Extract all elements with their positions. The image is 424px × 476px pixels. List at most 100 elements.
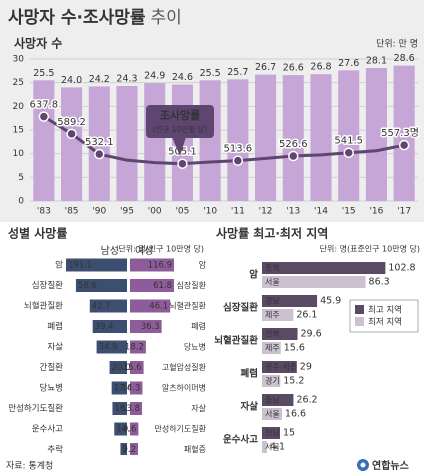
female-category: 암 <box>199 260 207 270</box>
region-value: 86.3 <box>369 277 390 288</box>
male-value: 191.1 <box>68 261 92 271</box>
bar-value-label: 26.7 <box>255 62 276 73</box>
rate-dot <box>343 147 354 158</box>
region-value: 15.6 <box>284 343 305 354</box>
male-category: 뇌혈관질환 <box>24 301 63 312</box>
callout-box <box>146 105 214 138</box>
rate-dot <box>288 150 299 162</box>
bar-value-label: 28.6 <box>394 53 415 64</box>
group-label: 폐렴 <box>241 368 258 380</box>
bar <box>199 80 221 201</box>
region-bar <box>262 441 267 453</box>
rate-dot <box>398 139 410 151</box>
bar <box>282 75 304 201</box>
x-tick-label: '85 <box>65 207 79 217</box>
rate-dot <box>66 128 77 140</box>
male-value: 17.6 <box>114 384 133 394</box>
y-tick-label: 25 <box>13 78 24 88</box>
female-bar <box>130 381 143 395</box>
chart-subtitle: 성별 사망률 <box>8 226 67 241</box>
male-value: 39.4 <box>95 322 114 332</box>
region-value: 26.2 <box>296 395 317 406</box>
female-value: 9.6 <box>123 425 137 435</box>
region-value: 16.6 <box>285 409 306 420</box>
region-bar <box>262 328 298 340</box>
male-value: 7.5 <box>122 445 136 455</box>
x-tick-label: '05 <box>175 207 189 217</box>
male-category: 간질환 <box>40 362 64 373</box>
rate-dot <box>177 158 188 169</box>
title-main: 사망자 수·조사망률 <box>8 8 146 28</box>
female-category: 자살 <box>191 404 206 413</box>
female-value: 36.3 <box>141 322 160 332</box>
female-value: 18.2 <box>125 343 144 353</box>
region-name: 충남 <box>265 396 280 405</box>
x-tick-label: '95 <box>120 207 134 217</box>
male-value: 20.0 <box>112 363 131 373</box>
chart-subtitle: 사망률 최고·최저 지역 <box>216 226 328 241</box>
male-bar <box>114 422 127 436</box>
female-category: 뇌혈관질환 <box>169 301 206 311</box>
male-category: 당뇨병 <box>40 383 63 394</box>
bar-value-label: 25.7 <box>227 67 248 78</box>
x-tick-label: '90 <box>92 207 106 217</box>
region-value: 29 <box>300 362 312 373</box>
region-value: 15 <box>283 428 295 439</box>
rate-label: 589.2 <box>57 117 86 128</box>
bar-value-label: 27.6 <box>338 58 359 69</box>
bar <box>61 87 83 201</box>
x-tick-label: '12 <box>259 207 273 217</box>
group-label: 심장질환 <box>223 302 258 314</box>
x-tick-label: '10 <box>203 207 217 217</box>
y-tick-label: 0 <box>18 197 24 207</box>
callout-note: (인구 10만명 당) <box>153 124 208 134</box>
bar-value-label: 28.1 <box>366 55 387 66</box>
region-bar <box>262 408 282 420</box>
bar <box>310 74 332 201</box>
bar-value-label: 25.5 <box>33 68 54 79</box>
x-tick-label: '17 <box>397 207 411 217</box>
female-bar <box>130 258 174 272</box>
callout-pointer <box>172 137 186 156</box>
bar-value-label: 26.8 <box>310 62 331 73</box>
female-category: 당뇨병 <box>184 342 206 352</box>
male-category: 자살 <box>47 343 63 353</box>
bar-value-label: 24.9 <box>144 71 165 82</box>
group-label: 운수사고 <box>223 434 258 446</box>
male-category: 운수사고 <box>32 425 63 435</box>
bar-value-label: 24.0 <box>61 75 82 86</box>
male-category: 폐렴 <box>47 321 63 332</box>
rate-label: 557.3명 <box>381 127 419 139</box>
y-tick-label: 15 <box>13 126 24 136</box>
male-bar <box>66 258 127 272</box>
rate-label: 541.5 <box>334 136 363 147</box>
female-bar <box>130 422 139 436</box>
female-bar <box>130 361 144 374</box>
region-name: 제주 <box>265 344 280 353</box>
legend-swatch <box>355 305 364 314</box>
male-bar <box>120 443 127 455</box>
female-category: 패혈증 <box>184 444 206 454</box>
female-category: 폐렴 <box>191 321 206 331</box>
region-value: 102.8 <box>388 263 415 274</box>
bar <box>144 83 166 201</box>
group-label: 자살 <box>241 401 259 413</box>
rate-label: 526.6 <box>279 139 308 150</box>
title-light: 추이 <box>151 8 182 28</box>
region-name: 전북 <box>265 329 280 339</box>
female-bar <box>130 320 162 333</box>
x-tick-label: '13 <box>286 207 300 217</box>
female-value: 13.8 <box>121 404 140 414</box>
rate-dot <box>38 111 50 122</box>
rate-label: 513.6 <box>224 144 253 155</box>
female-category: 알츠하이머병 <box>162 383 206 393</box>
bar <box>255 74 277 201</box>
female-value: 14.3 <box>122 384 141 394</box>
legend-swatch <box>355 317 364 326</box>
y-tick-label: 20 <box>13 102 25 112</box>
bar <box>33 80 55 201</box>
female-category: 만성하기도질환 <box>154 424 206 434</box>
bar-value-label: 26.6 <box>283 63 304 74</box>
male-value: 14.6 <box>116 425 135 435</box>
